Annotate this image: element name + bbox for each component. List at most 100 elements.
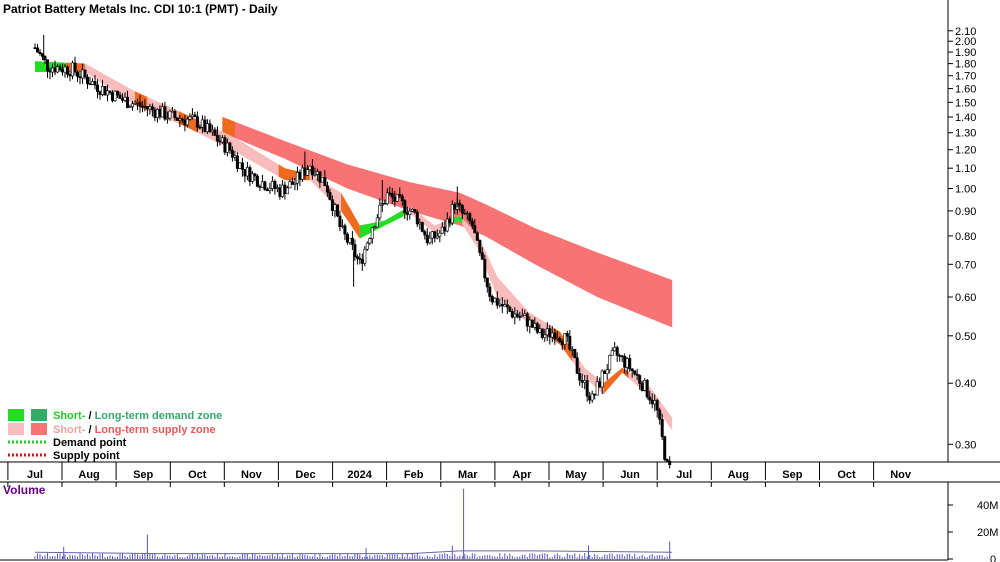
candle bbox=[483, 254, 487, 282]
candle-body bbox=[108, 90, 112, 94]
candle bbox=[535, 321, 539, 334]
candle-body bbox=[253, 173, 257, 177]
candle-body bbox=[240, 162, 244, 170]
candle-body bbox=[205, 123, 209, 132]
candle-body bbox=[136, 102, 140, 104]
legend-supply-sep: / bbox=[85, 424, 94, 436]
candle bbox=[355, 254, 359, 265]
candle-body bbox=[345, 233, 349, 243]
candle-body bbox=[408, 210, 412, 215]
candle bbox=[193, 111, 197, 118]
candle bbox=[335, 204, 339, 217]
candle-body bbox=[178, 118, 182, 121]
candle bbox=[520, 308, 524, 318]
candle-body bbox=[450, 204, 454, 224]
candle-body bbox=[58, 66, 62, 71]
candle bbox=[313, 167, 317, 177]
price-tick-label: 0.50 bbox=[955, 331, 976, 343]
legend-demand-point: Demand point bbox=[53, 437, 127, 449]
candle bbox=[610, 347, 614, 356]
price-tick-label: 1.60 bbox=[955, 84, 976, 96]
candle bbox=[320, 177, 324, 183]
candle-body bbox=[588, 395, 592, 401]
candle bbox=[543, 328, 547, 342]
long-term-zone-start bbox=[222, 117, 235, 138]
candle bbox=[655, 398, 659, 418]
price-tick-label: 0.30 bbox=[955, 439, 976, 451]
candle bbox=[408, 207, 412, 220]
candle-body bbox=[165, 117, 169, 120]
legend-demand-short: Short- bbox=[53, 410, 86, 422]
candle-body bbox=[235, 155, 239, 169]
candle bbox=[150, 103, 154, 117]
candle-body bbox=[143, 106, 147, 108]
candle-body bbox=[553, 332, 557, 340]
candle bbox=[630, 368, 634, 378]
legend-long-demand-swatch bbox=[31, 409, 47, 421]
candle-body bbox=[660, 419, 664, 437]
candle-body bbox=[315, 171, 319, 175]
candle bbox=[400, 194, 404, 206]
candle-body bbox=[508, 306, 512, 312]
candle bbox=[175, 117, 179, 121]
price-tick-label: 1.90 bbox=[955, 47, 976, 59]
candle-body bbox=[615, 347, 619, 356]
candle-body bbox=[595, 381, 599, 396]
candle-body bbox=[225, 142, 229, 153]
candle bbox=[168, 109, 172, 121]
candle-body bbox=[180, 118, 184, 121]
candle bbox=[485, 277, 489, 293]
candle-body bbox=[263, 181, 267, 191]
legend: Short- / Long-term demand zone Short- / … bbox=[8, 409, 222, 462]
candle-body bbox=[310, 165, 314, 176]
candle bbox=[208, 119, 212, 133]
candle bbox=[488, 283, 492, 302]
candle-body bbox=[525, 313, 529, 327]
candle-body bbox=[585, 380, 589, 397]
candle bbox=[255, 174, 259, 188]
price-tick-label: 0.70 bbox=[955, 259, 976, 271]
candle bbox=[540, 328, 544, 340]
candle-body bbox=[325, 185, 329, 193]
candle-body bbox=[400, 195, 404, 202]
candle-body bbox=[193, 114, 197, 118]
candle bbox=[240, 157, 244, 177]
candle bbox=[325, 181, 329, 197]
candle-body bbox=[183, 119, 187, 126]
candle bbox=[375, 214, 379, 228]
candle bbox=[475, 231, 479, 242]
candle bbox=[568, 330, 572, 352]
candle bbox=[293, 178, 297, 191]
candle-body bbox=[435, 235, 439, 239]
candle-body bbox=[423, 231, 427, 236]
price-tick-label: 1.00 bbox=[955, 184, 976, 196]
candle-body bbox=[515, 313, 519, 317]
candle-body bbox=[268, 188, 272, 191]
candle bbox=[238, 162, 242, 170]
candle-body bbox=[618, 355, 622, 357]
candle-body bbox=[393, 196, 397, 202]
volume-tick-label: 0 bbox=[990, 554, 996, 562]
candle-body bbox=[498, 303, 502, 306]
candle-body bbox=[81, 69, 85, 79]
candle-body bbox=[485, 277, 489, 288]
candle-body bbox=[98, 91, 102, 95]
candle-body bbox=[488, 286, 492, 297]
candle bbox=[96, 79, 100, 99]
candle bbox=[395, 194, 399, 203]
candle bbox=[575, 352, 579, 375]
candle-body bbox=[283, 184, 287, 195]
candle bbox=[128, 104, 132, 109]
candle-body bbox=[533, 323, 537, 328]
candle-body bbox=[363, 248, 367, 264]
candle-body bbox=[658, 409, 662, 420]
candle-body bbox=[53, 67, 57, 73]
month-label: Aug bbox=[78, 469, 99, 481]
candle bbox=[58, 64, 62, 71]
candle-body bbox=[245, 167, 249, 177]
candle-body bbox=[203, 119, 207, 132]
candle-body bbox=[218, 140, 222, 143]
chart-title: Patriot Battery Metals Inc. CDI 10:1 (PM… bbox=[3, 2, 278, 16]
candle-body bbox=[368, 238, 372, 244]
candle bbox=[390, 187, 394, 204]
